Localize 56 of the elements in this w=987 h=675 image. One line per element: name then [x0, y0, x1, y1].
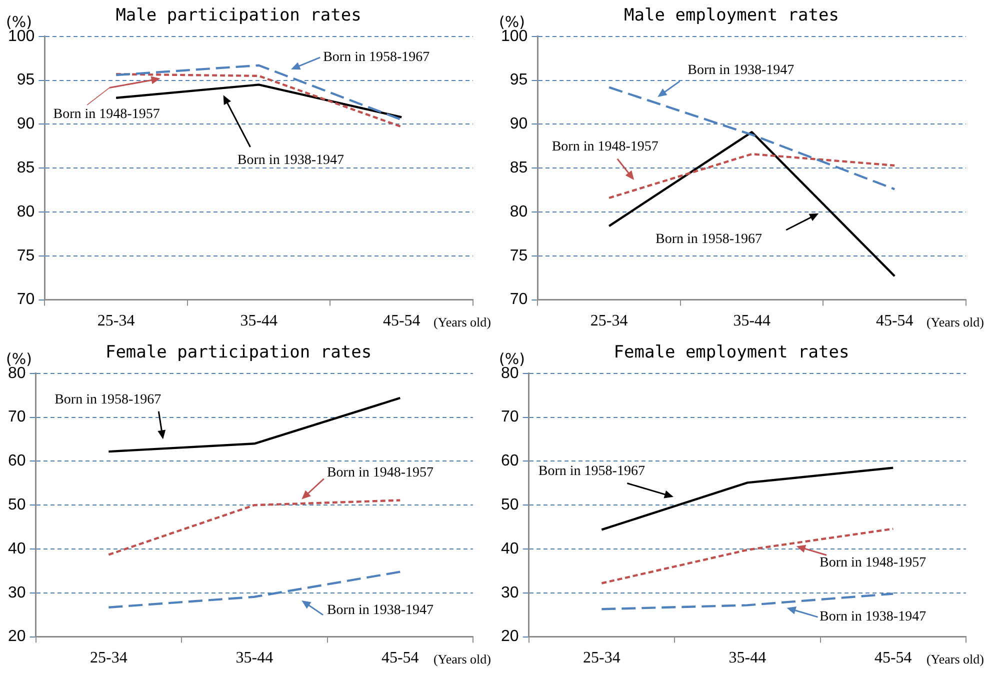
text: Born in 1938-1947: [688, 62, 794, 78]
y-tick-label: 80: [16, 203, 35, 220]
chart-title: Female participation rates: [105, 342, 372, 363]
x-tick-label: 25-34: [583, 650, 620, 667]
y-tick-label: 95: [16, 72, 35, 89]
x-axis-title: (Years old): [433, 314, 491, 330]
y-tick-label: 95: [510, 72, 528, 89]
x-tick-label: 35-44: [733, 312, 771, 330]
chart-title: Male participation rates: [116, 6, 362, 26]
y-tick-label: 60: [501, 452, 519, 470]
x-tick-label: 45-54: [382, 312, 420, 330]
x-axis-title: (Years old): [433, 651, 491, 666]
text: Born in 1958-1967: [54, 392, 162, 408]
legend-label: Born in 1938-1947: [820, 610, 926, 625]
x-tick-label: 25-34: [97, 312, 135, 330]
series-label: Born in 1948-1957: [820, 556, 926, 571]
x-tick-label: 25-34: [590, 312, 628, 330]
x-tick-label: 45-54: [876, 312, 914, 330]
y-tick-label: 30: [501, 584, 519, 602]
x-tick-label: 25-34: [90, 650, 128, 667]
y-tick-label: 80: [510, 203, 528, 220]
y-tick-label: 75: [510, 247, 528, 264]
text: Born in 1958-1967: [655, 232, 762, 247]
y-tick-label: 50: [501, 496, 519, 514]
series-label: Born in 1948-1957: [552, 140, 658, 155]
x-axis-title: (Years old): [926, 651, 984, 666]
y-tick-label: 75: [16, 247, 35, 264]
y-tick-label: 40: [8, 540, 26, 558]
y-tick-label: 70: [501, 408, 519, 426]
x-tick-label: 35-44: [728, 650, 766, 667]
x-tick-label: 45-54: [874, 650, 912, 667]
y-tick-label: 20: [501, 628, 519, 646]
y-tick-label: 70: [8, 408, 26, 426]
y-tick-label: 85: [510, 160, 528, 177]
y-tick-label: 85: [16, 160, 35, 177]
legend-label: Born in 1938-1947: [326, 603, 434, 618]
y-tick-label: 60: [8, 452, 26, 470]
y-tick-label: 50: [8, 496, 26, 514]
series-label: Born in 1948-1957: [326, 465, 434, 480]
y-tick-label: 30: [8, 584, 26, 602]
y-tick-label: 70: [16, 291, 35, 308]
text: Born in 1958-1967: [538, 464, 645, 480]
x-tick-label: 45-54: [381, 650, 419, 667]
text: Born in 1948-1957: [53, 106, 160, 122]
y-tick-label: 20: [8, 628, 26, 646]
x-axis-title: (Years old): [926, 314, 984, 330]
x-tick-label: 35-44: [236, 650, 274, 667]
y-tick-label: 90: [510, 116, 528, 133]
y-tick-label: 90: [16, 116, 35, 133]
y-tick-label: 40: [501, 540, 519, 558]
text: Born in 1938-1947: [237, 152, 344, 168]
chart-title: Female employment rates: [614, 342, 850, 363]
chart-title: Male employment rates: [624, 6, 839, 26]
x-tick-label: 35-44: [240, 312, 278, 330]
y-tick-label: 70: [510, 291, 528, 308]
legend-label: Born in 1958-1967: [323, 50, 430, 66]
